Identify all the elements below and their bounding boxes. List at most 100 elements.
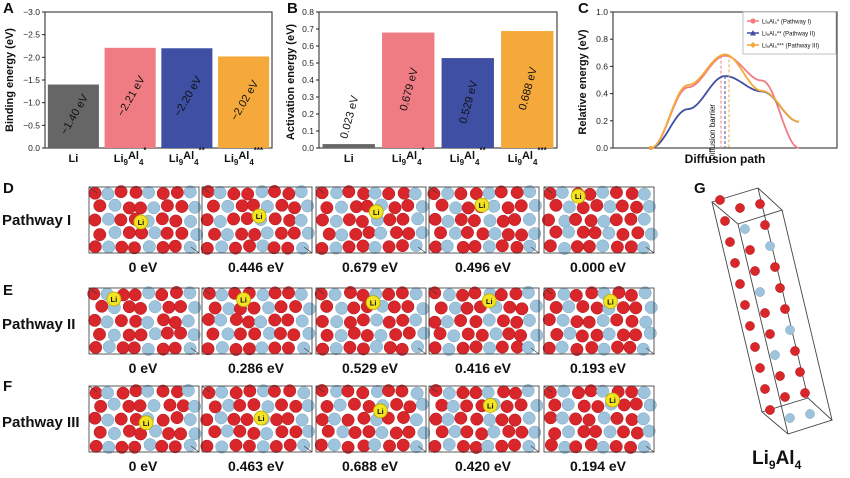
y-axis-label: Binding energy (eV) [4,28,16,132]
al-atom [349,227,363,241]
li-tag: Li [487,401,494,410]
al-atom [233,398,247,412]
li-atom [561,398,575,412]
li-tag: Li [609,396,616,405]
crystal-snapshot: Li [88,185,203,255]
al-atom [355,215,369,228]
li-atom [260,226,274,240]
category-label: Li9Al4*** [508,146,548,167]
li-atom [302,424,315,438]
al-atom [201,342,215,356]
al-atom [575,329,589,343]
al-atom [514,199,528,213]
li-atom [557,384,571,398]
relative-energy-chart: 0.0 0.2 0.4 0.6 0.8 1.0 Relative energy (eV) Di… [577,7,838,166]
li-tag: Li [258,414,265,423]
al-atom [468,240,482,253]
al-atom [790,346,800,356]
li-atom [214,313,228,327]
li-atom [141,384,155,398]
li-atom [188,399,201,413]
al-atom [509,287,523,301]
bar [382,32,435,148]
li-atom [522,411,536,425]
al-atom [610,411,624,425]
cell-edge [757,187,809,399]
li-tag: Li [377,407,384,416]
y-tick-label: 0.6 [596,61,608,71]
li-atom [441,214,455,228]
mobile-li-atom [253,410,269,426]
li-atom [528,425,542,439]
mobile-li-atom [368,204,384,220]
al-atom [730,258,740,268]
al-atom [122,201,136,215]
al-atom [433,327,447,341]
li-atom [102,340,116,354]
al-atom [207,199,220,213]
al-atom [617,425,630,439]
al-atom [122,328,136,342]
li-atom [482,240,496,254]
al-atom [590,301,604,315]
y-tick-label: 0.0 [596,143,608,153]
cell-edge [417,445,427,453]
al-atom [289,300,303,313]
li-atom [487,425,501,439]
al-atom [320,328,334,342]
li-atom [597,214,611,228]
al-atom [625,413,639,427]
li-atom [603,425,617,439]
li-atom [639,315,653,329]
al-atom [403,400,417,414]
al-atom [341,384,355,398]
mobile-li-atom [236,292,251,308]
li-atom [108,198,122,212]
li-atom [301,399,315,413]
al-atom [343,340,357,354]
crystal-snapshot: Li [542,185,658,255]
li-atom [183,342,197,356]
al-atom [396,438,410,452]
li-atom [481,439,495,453]
al-atom [170,186,184,199]
al-atom [248,228,262,241]
al-atom [428,341,442,355]
al-atom [274,226,288,240]
al-atom [208,425,222,439]
li-atom [215,240,229,254]
al-atom [88,240,102,254]
cell-frame [315,287,427,355]
structure-title: Li9Al4 [752,448,802,472]
al-atom [362,226,376,239]
li-atom [636,412,650,426]
li-atom [409,440,423,454]
al-atom [122,399,136,413]
al-atom [129,314,143,328]
li-atom [148,300,162,314]
li-tag: Li [240,296,247,305]
mobile-li-atom [138,415,154,431]
al-atom [582,315,596,329]
li-atom [555,340,569,354]
crystal-snapshot: Li [314,384,430,454]
li-atom [143,438,157,452]
li-atom [188,427,202,441]
li-atom [213,215,227,228]
al-atom [175,200,189,213]
al-atom [267,384,281,398]
li-atom [261,400,275,414]
li-atom [596,384,610,398]
al-atom [229,313,243,326]
y-tick-label: −3.0 [23,7,40,17]
al-atom [129,185,143,199]
legend-label: Li₉Al₄*** (Pathway III) [762,44,819,50]
li-atom [296,241,310,255]
al-atom [495,340,509,354]
mobile-li-atom [474,197,490,213]
li-atom [483,214,497,228]
al-atom [720,216,730,226]
al-atom [549,301,563,314]
li-atom [368,186,382,200]
al-atom [343,286,357,299]
